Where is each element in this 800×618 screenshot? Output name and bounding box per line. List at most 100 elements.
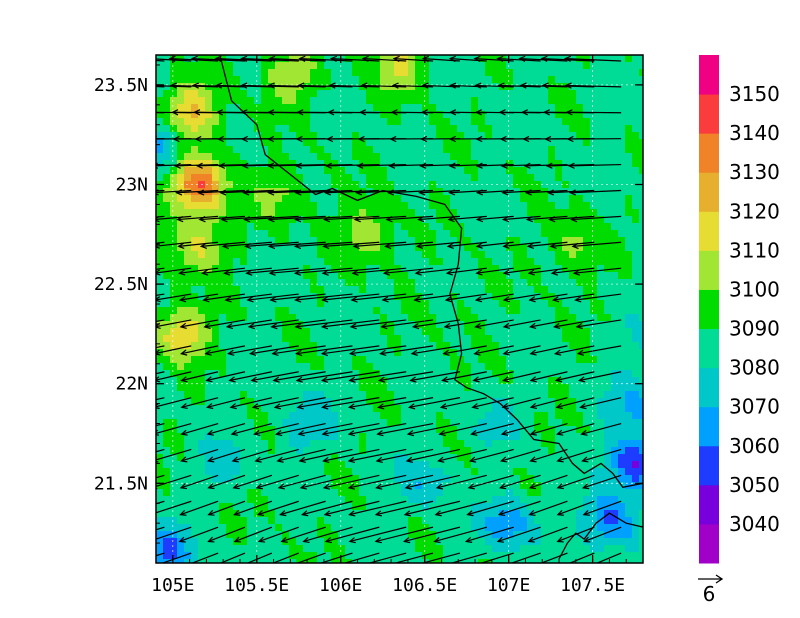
field-cell-2830: [366, 335, 374, 343]
field-cell-3646: [198, 419, 206, 427]
field-cell-2959: [289, 349, 297, 357]
field-cell-3151: [163, 370, 171, 378]
field-cell-3856: [198, 440, 206, 448]
field-cell-4371: [373, 489, 381, 497]
field-cell-583: [317, 111, 325, 119]
field-cell-2461: [233, 300, 241, 308]
field-cell-4995: [331, 552, 339, 560]
field-cell-2305: [611, 279, 619, 287]
field-cell-685: [541, 118, 549, 126]
field-cell-3448: [282, 398, 290, 406]
field-cell-2271: [373, 279, 381, 287]
field-cell-2321: [233, 286, 241, 294]
field-cell-3984: [604, 447, 612, 455]
field-cell-4815: [541, 531, 549, 539]
field-cell-3933: [247, 447, 255, 455]
field-cell-4301: [373, 482, 381, 490]
field-cell-1965: [191, 251, 199, 259]
field-cell-2310: [156, 286, 164, 294]
field-cell-441: [303, 97, 311, 105]
field-cell-2993: [527, 349, 535, 357]
field-cell-2747: [275, 328, 283, 336]
field-cell-2613: [317, 314, 325, 322]
field-cell-370: [296, 90, 304, 98]
field-cell-3697: [555, 419, 563, 427]
field-cell-3366: [198, 391, 206, 399]
field-cell-1725: [471, 223, 479, 231]
field-cell-917: [205, 146, 213, 154]
field-cell-4568: [282, 510, 290, 518]
field-cell-4569: [289, 510, 297, 518]
field-cell-4720: [366, 524, 374, 532]
field-cell-2149: [499, 265, 507, 273]
field-cell-4539: [569, 503, 577, 511]
field-cell-610: [506, 111, 514, 119]
field-cell-3855: [191, 440, 199, 448]
field-cell-1159: [429, 167, 437, 175]
field-cell-3008: [632, 349, 640, 357]
field-cell-3552: [520, 405, 528, 413]
field-cell-846: [198, 139, 206, 147]
field-cell-2630: [436, 314, 444, 322]
field-cell-3181: [373, 370, 381, 378]
field-cell-2541: [303, 307, 311, 315]
field-cell-1650: [436, 216, 444, 224]
field-cell-1130: [226, 167, 234, 175]
field-cell-1236: [478, 174, 486, 182]
field-cell-3510: [226, 405, 234, 413]
field-cell-872: [380, 139, 388, 147]
field-cell-902: [590, 139, 598, 147]
field-cell-4141: [233, 468, 241, 476]
field-cell-3404: [464, 391, 472, 399]
field-cell-4987: [275, 552, 283, 560]
field-cell-807: [415, 132, 423, 140]
field-cell-3562: [590, 405, 598, 413]
field-cell-4629: [219, 517, 227, 525]
field-cell-1005: [331, 153, 339, 161]
field-cell-4118: [562, 461, 570, 469]
field-cell-1453: [527, 195, 535, 203]
field-cell-3718: [212, 426, 220, 434]
field-cell-3698: [562, 419, 570, 427]
field-cell-927: [275, 146, 283, 154]
field-cell-903: [597, 139, 605, 147]
field-cell-721: [303, 125, 311, 133]
field-cell-4549: [639, 503, 643, 511]
field-cell-129: [569, 62, 577, 70]
field-cell-68: [632, 55, 640, 63]
field-cell-1128: [212, 167, 220, 175]
field-cell-4186: [548, 468, 556, 476]
field-cell-3109: [359, 363, 367, 371]
field-cell-3312: [310, 384, 318, 392]
field-cell-4228: [352, 475, 360, 483]
field-cell-4856: [338, 538, 346, 546]
field-cell-521: [373, 104, 381, 112]
field-cell-1483: [247, 202, 255, 210]
field-cell-3142: [590, 363, 598, 371]
field-cell-80: [226, 62, 234, 70]
field-cell-1651: [443, 216, 451, 224]
field-cell-2732: [170, 328, 178, 336]
field-cell-1978: [282, 251, 290, 259]
field-cell-4170: [436, 468, 444, 476]
field-cell-2238: [632, 272, 640, 280]
field-cell-1929: [429, 244, 437, 252]
field-cell-2965: [331, 349, 339, 357]
field-cell-2842: [450, 335, 458, 343]
field-cell-1008: [352, 153, 360, 161]
field-cell-3716: [198, 426, 206, 434]
field-cell-1567: [345, 209, 353, 217]
field-cell-1942: [520, 244, 528, 252]
field-cell-606: [478, 111, 486, 119]
field-cell-3135: [541, 363, 549, 371]
field-cell-4365: [331, 489, 339, 497]
field-cell-1806: [548, 230, 556, 238]
field-cell-4418: [212, 496, 220, 504]
field-cell-843: [177, 139, 185, 147]
field-cell-1241: [513, 174, 521, 182]
field-cell-3252: [380, 377, 388, 385]
field-cell-2539: [289, 307, 297, 315]
field-cell-1230: [436, 174, 444, 182]
field-cell-1180: [576, 167, 584, 175]
field-cell-945: [401, 146, 409, 154]
